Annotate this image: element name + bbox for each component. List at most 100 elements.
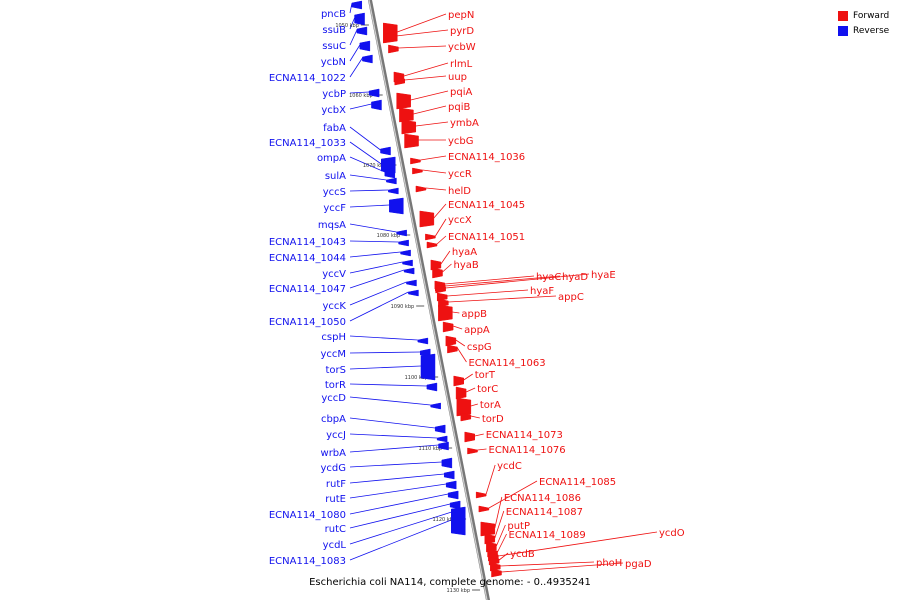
reverse-gene-feature	[445, 480, 457, 490]
forward-leader-line	[497, 533, 507, 553]
forward-gene-feature	[478, 505, 490, 513]
reverse-gene-label: ECNA114_1080	[269, 510, 346, 521]
forward-gene-feature	[484, 533, 496, 545]
scale-tick-label: 1080 kbp	[377, 233, 401, 239]
scale-tick-label: 1090 kbp	[391, 304, 415, 310]
legend: Forward Reverse	[838, 8, 889, 38]
backbone-highlight	[368, 0, 488, 600]
forward-gene-label: ycbG	[448, 136, 474, 147]
forward-leader-line	[501, 562, 624, 573]
reverse-gene-feature	[389, 197, 404, 215]
forward-gene-feature	[410, 157, 421, 165]
reverse-leader-line	[349, 174, 387, 181]
forward-gene-feature	[445, 335, 457, 347]
reverse-gene-label: ECNA114_1033	[269, 138, 346, 149]
reverse-gene-label: yccK	[323, 301, 347, 312]
legend-item-reverse: Reverse	[838, 23, 889, 38]
forward-gene-label: uup	[448, 72, 467, 83]
reverse-gene-label: torR	[325, 380, 346, 391]
forward-gene-label: phoH	[596, 558, 622, 569]
reverse-leader-line	[349, 335, 418, 341]
reverse-gene-feature	[398, 239, 409, 247]
gene-labels: pncB ssuB ssuC ycbN ECNA114_1022 ycbP ycbX fabA…	[269, 9, 685, 570]
reverse-leader-line	[349, 433, 438, 439]
reverse-gene-feature	[354, 12, 365, 26]
reverse-gene-label: ECNA114_1083	[269, 556, 346, 567]
reverse-leader-line	[349, 351, 421, 354]
reverse-gene-label: fabA	[323, 123, 346, 134]
reverse-gene-feature	[417, 337, 429, 345]
reverse-gene-label: yccF	[323, 203, 346, 214]
forward-gene-feature	[394, 76, 405, 86]
genome-backbone	[367, 0, 491, 600]
forward-gene-feature	[401, 119, 417, 135]
forward-gene-label: pqiA	[450, 87, 472, 98]
forward-leader-line	[494, 510, 505, 539]
forward-leader-line	[442, 263, 452, 273]
forward-gene-label: hyaB	[453, 260, 478, 271]
reverse-leader-line	[349, 156, 385, 173]
forward-gene-feature	[438, 304, 453, 322]
forward-gene-label: ECNA114_1087	[506, 507, 583, 518]
forward-gene-feature	[436, 292, 448, 302]
forward-leader-line	[435, 218, 447, 237]
reverse-leader-line	[349, 44, 361, 62]
scale-tick-label: 1110 kbp	[419, 446, 443, 452]
forward-leader-line	[397, 13, 447, 33]
forward-gene-feature	[415, 185, 427, 193]
reverse-gene-label: yccM	[320, 349, 346, 360]
forward-gene-feature	[419, 210, 435, 228]
reverse-leader-line	[349, 269, 405, 289]
forward-leader-line	[498, 552, 509, 561]
forward-gene-label: torD	[482, 414, 504, 425]
reverse-gene-label: cspH	[321, 332, 346, 343]
reverse-leader-line	[349, 503, 451, 529]
reverse-gene-feature	[443, 470, 455, 480]
reverse-leader-line	[349, 126, 381, 151]
forward-gene-label: ECNA114_1073	[486, 430, 563, 441]
forward-gene-label: appB	[461, 309, 487, 320]
forward-gene-label: pepN	[448, 10, 474, 21]
forward-leader-line	[498, 531, 658, 557]
reverse-leader-line	[349, 223, 397, 233]
reverse-gene-label: ECNA114_1043	[269, 237, 346, 248]
reverse-gene-feature	[430, 402, 441, 410]
forward-gene-label: torC	[477, 384, 498, 395]
forward-leader-line	[485, 464, 496, 495]
scale-tick-label: 1060 kbp	[349, 93, 373, 99]
forward-gene-label: ECNA114_1036	[448, 152, 525, 163]
forward-leader-line	[422, 169, 447, 174]
forward-leader-line	[447, 289, 529, 297]
forward-leader-line	[403, 62, 449, 77]
forward-gene-label: ECNA114_1076	[489, 445, 566, 456]
reverse-gene-feature	[386, 177, 397, 185]
reverse-leader-line	[349, 240, 399, 243]
gene-features	[351, 0, 502, 578]
reverse-leader-line	[349, 251, 401, 258]
reverse-gene-feature	[402, 259, 413, 267]
forward-leader-line	[445, 275, 561, 287]
reverse-gene-label: cbpA	[321, 414, 346, 425]
forward-leader-line	[448, 295, 557, 303]
reverse-gene-feature	[403, 267, 415, 275]
reverse-gene-label: torS	[326, 365, 347, 376]
forward-leader-line	[457, 347, 467, 363]
forward-leader-line	[465, 387, 476, 393]
forward-leader-line	[396, 29, 449, 37]
forward-gene-label: ycdO	[659, 528, 685, 539]
forward-gene-feature	[404, 133, 419, 149]
reverse-gene-feature	[356, 26, 368, 36]
forward-gene-label: ycdB	[510, 549, 535, 560]
forward-gene-label: pyrD	[450, 26, 474, 37]
forward-gene-label: torT	[475, 370, 496, 381]
forward-gene-feature	[399, 107, 414, 123]
reverse-gene-label: ycdG	[320, 463, 346, 474]
reverse-gene-label: rutE	[325, 494, 346, 505]
reverse-leader-line	[349, 291, 409, 322]
reverse-leader-line	[349, 189, 389, 192]
forward-leader-line	[496, 524, 506, 547]
reverse-leader-line	[349, 3, 353, 14]
forward-gene-feature	[426, 241, 438, 249]
scale-tick-label: 1050 kbp	[335, 23, 359, 29]
